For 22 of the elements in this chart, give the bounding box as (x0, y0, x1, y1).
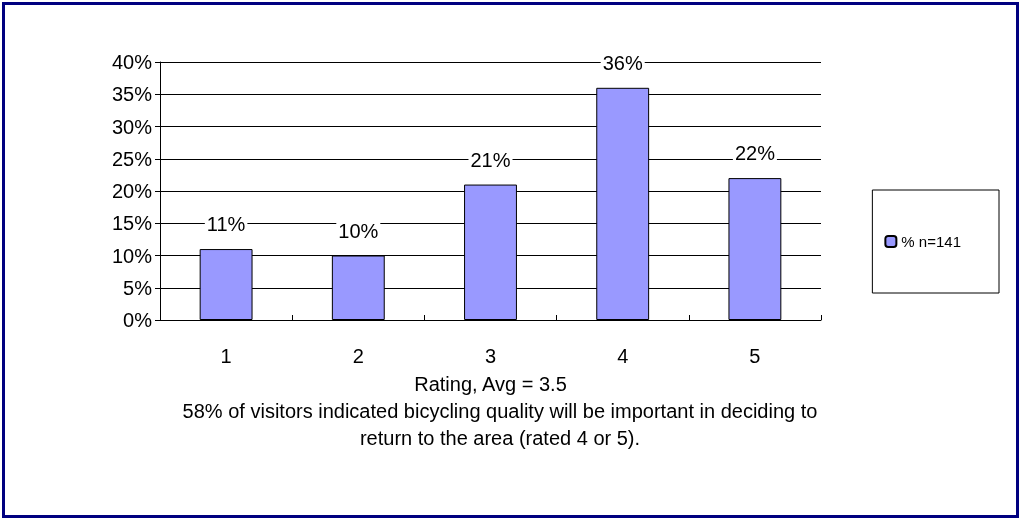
y-tick-label: 10% (111, 244, 153, 267)
text: 11% (206, 213, 246, 236)
y-tick-label: 25% (111, 147, 153, 170)
x-tick-label: 4 (617, 345, 629, 367)
y-tick-label: 35% (111, 83, 153, 106)
text: 10% (338, 219, 379, 242)
legend-label: % n=141 (901, 233, 962, 250)
y-tick-label: 15% (111, 212, 153, 235)
y-tick-label: 40% (111, 51, 153, 73)
y-tick-label: 30% (111, 115, 153, 138)
text: 21% (470, 148, 511, 171)
text: 22% (734, 142, 775, 165)
text: 36% (602, 51, 643, 74)
y-tick-label: 5% (123, 276, 153, 299)
x-tick-label: 1 (220, 345, 232, 367)
x-tick-label: 3 (484, 345, 497, 367)
x-axis-title: Rating, Avg = 3.5 (414, 373, 567, 395)
y-tick-label: 0% (123, 309, 153, 331)
x-tick-label: 5 (749, 345, 761, 367)
y-tick-label: 20% (111, 180, 153, 202)
x-tick-label: 2 (352, 345, 364, 367)
text: 58% of visitors indicated bicycling quality will be important in deciding to return to the area (rated 4 or 5). (181, 399, 819, 451)
